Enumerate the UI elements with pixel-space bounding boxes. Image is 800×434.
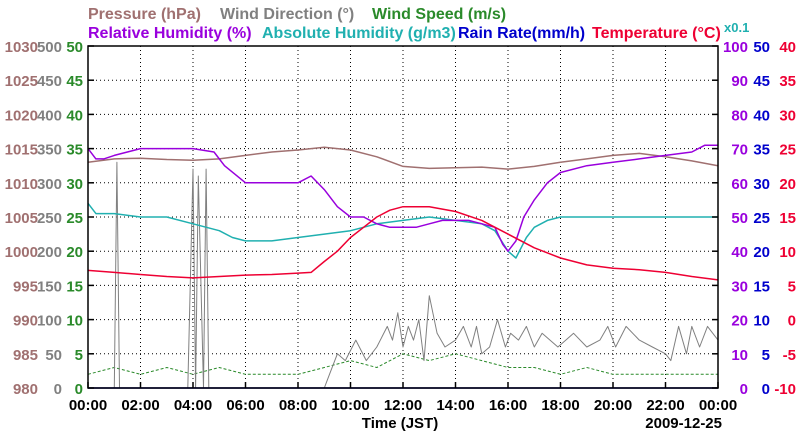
y-tick-label-wind-dir: 300 xyxy=(37,176,62,193)
y-tick-label-pressure: 990 xyxy=(13,313,38,330)
x-tick-label: 06:00 xyxy=(226,397,264,414)
y-tick-label-rain: 20 xyxy=(753,244,770,261)
y-tick-label-temp: 25 xyxy=(779,142,796,159)
x-tick-label: 00:00 xyxy=(699,397,737,414)
y-tick-label-temp: -10 xyxy=(774,381,796,398)
series-line-wind-dir xyxy=(88,161,719,389)
y-tick-label-rain: 30 xyxy=(753,176,770,193)
y-tick-label-temp: 40 xyxy=(779,39,796,56)
y-tick-label-wind-dir: 250 xyxy=(37,210,62,227)
y-tick-label-wind-speed: 40 xyxy=(66,107,83,124)
date-label: 2009-12-25 xyxy=(645,415,722,432)
x-tick-label: 08:00 xyxy=(279,397,317,414)
y-tick-label-rain: 15 xyxy=(753,278,770,295)
y-tick-label-wind-dir: 450 xyxy=(37,73,62,90)
x-axis-label: Time (JST) xyxy=(362,415,438,432)
legend-pressure: Pressure (hPa) xyxy=(88,6,201,23)
y-tick-label-rh: 100 xyxy=(723,39,748,56)
y-tick-label-rh: 50 xyxy=(731,210,748,227)
x-tick-label: 00:00 xyxy=(69,397,107,414)
y-tick-label-temp: 30 xyxy=(779,107,796,124)
x-tick-label: 16:00 xyxy=(489,397,527,414)
x-tick-label: 22:00 xyxy=(646,397,684,414)
y-tick-label-wind-speed: 50 xyxy=(66,39,83,56)
y-tick-label-temp: 15 xyxy=(779,210,796,227)
y-tick-label-wind-dir: 350 xyxy=(37,142,62,159)
x-tick-label: 04:00 xyxy=(174,397,212,414)
y-tick-label-rain: 35 xyxy=(753,142,770,159)
series-line-ah xyxy=(87,202,718,259)
y-tick-label-pressure: 1005 xyxy=(5,210,38,227)
y-tick-label-rh: 30 xyxy=(731,278,748,295)
y-tick-label-wind-speed: 5 xyxy=(75,347,83,364)
y-tick-label-temp: 5 xyxy=(788,278,796,295)
y-tick-label-rh: 70 xyxy=(731,142,748,159)
y-tick-label-rain: 45 xyxy=(753,73,770,90)
y-tick-label-rain: 5 xyxy=(762,347,770,364)
y-tick-label-temp: 10 xyxy=(779,244,796,261)
y-tick-label-wind-speed: 25 xyxy=(66,210,83,227)
y-tick-label-pressure: 995 xyxy=(13,278,38,295)
y-tick-label-pressure: 980 xyxy=(13,381,38,398)
y-tick-label-wind-dir: 100 xyxy=(37,313,62,330)
legend-temperature: Temperature (°C) xyxy=(592,25,721,42)
y-tick-label-wind-dir: 200 xyxy=(37,244,62,261)
absolute-humidity-multiplier: x0.1 xyxy=(724,20,749,35)
y-tick-label-temp: 20 xyxy=(779,176,796,193)
y-tick-label-wind-speed: 45 xyxy=(66,73,83,90)
y-tick-label-temp: 0 xyxy=(788,313,796,330)
y-tick-label-pressure: 985 xyxy=(13,347,38,364)
y-tick-label-rain: 25 xyxy=(753,210,770,227)
legend-relative-humidity: Relative Humidity (%) xyxy=(88,25,252,42)
y-tick-label-wind-dir: 50 xyxy=(45,347,62,364)
x-tick-label: 02:00 xyxy=(121,397,159,414)
y-tick-label-rh: 20 xyxy=(731,313,748,330)
y-tick-label-rain: 0 xyxy=(762,381,770,398)
y-tick-label-rain: 50 xyxy=(753,39,770,56)
legend-absolute-humidity: Absolute Humidity (g/m3) xyxy=(262,25,456,42)
series-line-rh xyxy=(87,144,718,252)
series-line-wind-speed xyxy=(87,353,718,375)
y-tick-label-wind-dir: 400 xyxy=(37,107,62,124)
y-tick-label-rh: 10 xyxy=(731,347,748,364)
y-tick-label-rh: 90 xyxy=(731,73,748,90)
y-tick-label-rh: 0 xyxy=(740,381,748,398)
y-tick-label-pressure: 1030 xyxy=(5,39,38,56)
y-tick-label-rh: 80 xyxy=(731,107,748,124)
legend-wind-speed: Wind Speed (m/s) xyxy=(372,6,506,23)
y-tick-label-pressure: 1015 xyxy=(5,142,38,159)
y-tick-label-rain: 10 xyxy=(753,313,770,330)
y-tick-label-wind-speed: 0 xyxy=(75,381,83,398)
y-tick-label-wind-dir: 500 xyxy=(37,39,62,56)
legend-rain-rate: Rain Rate(mm/h) xyxy=(458,25,585,42)
y-tick-label-temp: -5 xyxy=(783,347,796,364)
y-tick-label-wind-speed: 15 xyxy=(66,278,83,295)
y-tick-label-rain: 40 xyxy=(753,107,770,124)
x-tick-label: 12:00 xyxy=(384,397,422,414)
y-tick-label-wind-speed: 10 xyxy=(66,313,83,330)
y-tick-label-wind-speed: 30 xyxy=(66,176,83,193)
y-tick-label-wind-speed: 35 xyxy=(66,142,83,159)
x-tick-label: 18:00 xyxy=(541,397,579,414)
series-line-pressure xyxy=(87,146,719,170)
y-tick-label-temp: 35 xyxy=(779,73,796,90)
y-tick-label-wind-speed: 20 xyxy=(66,244,83,261)
y-tick-label-pressure: 1010 xyxy=(5,176,38,193)
series-line-temp xyxy=(87,205,719,281)
axis-tick-labels: 00:00 02:00 04:00 06:00 08:00 10:00 12:00 14:00… xyxy=(5,39,796,414)
y-tick-label-rh: 60 xyxy=(731,176,748,193)
y-tick-label-wind-dir: 150 xyxy=(37,278,62,295)
legend-wind-direction: Wind Direction (°) xyxy=(220,6,354,23)
y-tick-label-wind-dir: 0 xyxy=(54,381,62,398)
y-tick-label-pressure: 1000 xyxy=(5,244,38,261)
y-tick-label-pressure: 1025 xyxy=(5,73,38,90)
x-tick-label: 14:00 xyxy=(436,397,474,414)
x-tick-label: 10:00 xyxy=(331,397,369,414)
y-tick-label-rh: 40 xyxy=(731,244,748,261)
x-tick-label: 20:00 xyxy=(594,397,632,414)
y-tick-label-pressure: 1020 xyxy=(5,107,38,124)
